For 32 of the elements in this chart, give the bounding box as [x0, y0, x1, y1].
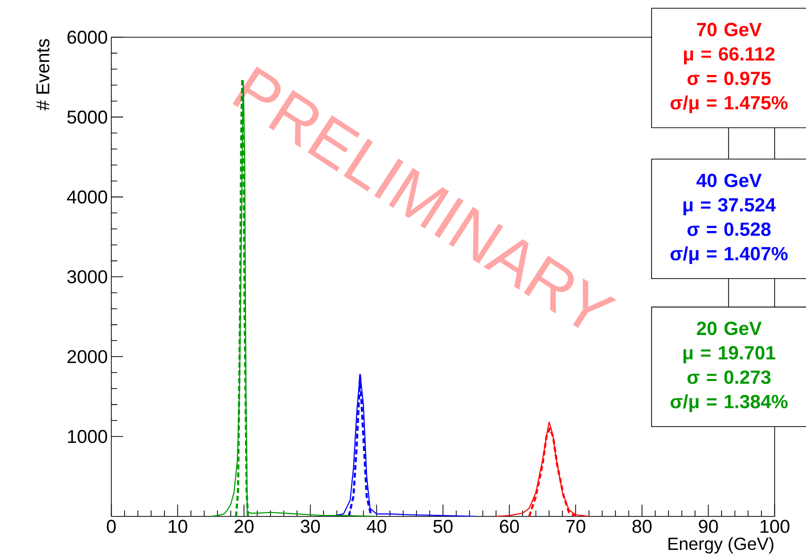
y-tick-label: 6000 [68, 30, 108, 44]
y-tick-label: 5000 [67, 110, 108, 124]
annotation: σ/μ = 1.475% [670, 95, 788, 113]
x-tick-label: 70 [566, 520, 586, 533]
line-series [496, 421, 590, 516]
x-tick-label: 10 [168, 520, 188, 533]
x-tick-label: 30 [300, 520, 320, 533]
text: 70 GeV [697, 22, 762, 36]
x-axis-title: Energy (GeV) [668, 536, 774, 554]
annotation: σ/μ = 1.407% [670, 246, 788, 264]
y-tick-label: 3000 [67, 270, 108, 284]
annotation: σ = 0.273 [688, 370, 771, 384]
text: 20 GeV [696, 321, 762, 335]
x-tick-label: 80 [632, 520, 652, 533]
annotation: σ = 0.975 [688, 71, 771, 85]
annotation: μ = 37.524 [683, 198, 776, 216]
annotation: μ = 19.701 [683, 346, 776, 363]
text: 40 GeV [696, 173, 762, 187]
x-tick-label: 20 [234, 520, 254, 533]
x-tick-label: 40 [366, 520, 386, 533]
y-axis-title: # Events [36, 38, 50, 110]
annotation: σ = 0.528 [688, 222, 771, 236]
x-tick-label: 0 [106, 520, 116, 533]
y-tick-label: 4000 [67, 190, 108, 204]
annotation: σ/μ = 1.384% [670, 394, 788, 412]
x-tick-label: 60 [500, 520, 519, 533]
x-tick-label: 90 [698, 520, 718, 533]
y-tick-label: 1000 [68, 430, 108, 443]
annotation: μ = 66.112 [684, 46, 775, 64]
y-tick-label: 2000 [68, 350, 108, 363]
x-tick-label: 100 [760, 520, 790, 533]
x-tick-label: 50 [433, 520, 453, 533]
